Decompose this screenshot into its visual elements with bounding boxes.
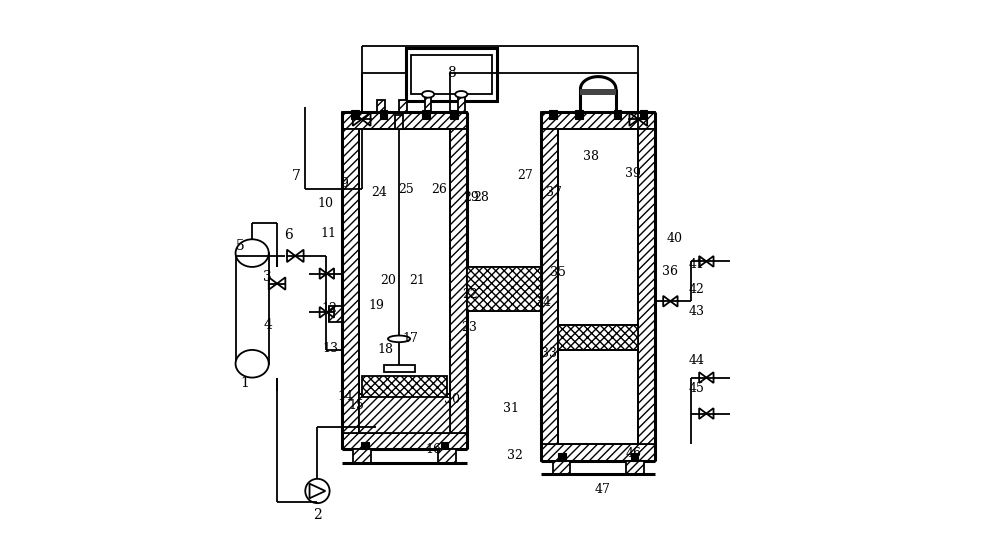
Text: 43: 43 <box>688 305 704 317</box>
Bar <box>342 433 467 449</box>
Text: 34: 34 <box>535 296 551 309</box>
Bar <box>236 253 269 364</box>
Bar <box>329 306 342 322</box>
Text: 11: 11 <box>321 227 337 240</box>
Text: 35: 35 <box>550 266 566 279</box>
Text: 24: 24 <box>371 186 387 198</box>
Bar <box>541 128 558 444</box>
Text: 29: 29 <box>463 191 479 204</box>
Bar <box>614 110 621 118</box>
Text: 38: 38 <box>583 150 599 163</box>
Bar <box>342 128 359 433</box>
Bar <box>361 442 369 449</box>
Bar <box>558 325 638 350</box>
Bar <box>467 267 541 311</box>
Text: 4: 4 <box>263 318 272 332</box>
Bar <box>631 453 638 460</box>
Text: 45: 45 <box>688 382 704 395</box>
Bar <box>395 115 403 128</box>
Text: 6: 6 <box>284 228 293 242</box>
Text: 30: 30 <box>444 393 460 406</box>
Text: 32: 32 <box>507 449 523 461</box>
Text: 1: 1 <box>240 376 249 390</box>
Bar <box>359 394 450 433</box>
Text: 44: 44 <box>688 355 704 368</box>
Text: 40: 40 <box>666 232 682 245</box>
Bar <box>553 460 570 474</box>
Bar <box>640 110 647 118</box>
Bar <box>458 96 465 112</box>
Text: 21: 21 <box>409 274 425 287</box>
Text: 8: 8 <box>447 66 456 80</box>
Bar <box>626 460 644 474</box>
Bar <box>575 110 583 118</box>
Text: 2: 2 <box>313 508 322 522</box>
Text: 25: 25 <box>398 183 414 196</box>
Text: 41: 41 <box>688 257 704 271</box>
Text: 3: 3 <box>263 270 272 284</box>
Bar <box>362 376 447 397</box>
Text: 13: 13 <box>322 342 338 355</box>
Text: 22: 22 <box>462 288 477 301</box>
Text: 17: 17 <box>402 332 418 345</box>
Bar <box>399 100 407 112</box>
Text: 5: 5 <box>236 239 244 253</box>
Bar <box>441 442 448 449</box>
Bar <box>377 100 385 112</box>
Text: 16: 16 <box>426 443 442 456</box>
Bar <box>450 110 458 118</box>
Bar <box>342 112 467 128</box>
Ellipse shape <box>236 350 269 378</box>
Ellipse shape <box>236 239 269 267</box>
Text: 15: 15 <box>348 399 364 412</box>
Text: 46: 46 <box>626 448 642 460</box>
Ellipse shape <box>422 91 434 98</box>
Text: 26: 26 <box>431 183 447 196</box>
Text: 31: 31 <box>503 401 519 415</box>
Text: 12: 12 <box>322 302 338 315</box>
Bar <box>558 128 638 444</box>
Ellipse shape <box>388 335 410 342</box>
Text: 27: 27 <box>517 169 533 182</box>
Text: 20: 20 <box>380 274 396 287</box>
Text: 19: 19 <box>369 299 385 312</box>
Text: 14: 14 <box>337 390 353 404</box>
Bar <box>411 55 492 95</box>
Bar <box>580 89 616 96</box>
Text: 33: 33 <box>541 348 557 360</box>
Bar <box>638 128 655 444</box>
Text: 37: 37 <box>546 186 562 198</box>
Bar <box>541 112 655 128</box>
Ellipse shape <box>455 91 467 98</box>
Text: 23: 23 <box>462 321 478 334</box>
Bar <box>558 453 566 460</box>
Bar <box>384 365 415 372</box>
Bar <box>541 444 655 460</box>
Bar <box>353 449 371 463</box>
Bar <box>359 128 450 433</box>
Text: 47: 47 <box>594 483 610 496</box>
Text: 9: 9 <box>340 177 348 191</box>
Bar <box>450 128 467 433</box>
Bar <box>438 449 456 463</box>
Bar <box>351 110 359 118</box>
Bar <box>406 48 497 101</box>
Text: 28: 28 <box>473 191 489 204</box>
Text: 42: 42 <box>688 282 704 296</box>
Text: 39: 39 <box>625 167 641 181</box>
Text: 18: 18 <box>377 344 393 356</box>
Text: 10: 10 <box>318 197 334 210</box>
Bar <box>380 110 387 118</box>
Bar <box>425 96 431 112</box>
Bar <box>422 110 430 118</box>
Text: 36: 36 <box>662 265 678 278</box>
Bar <box>549 110 557 118</box>
Text: 7: 7 <box>292 168 301 183</box>
